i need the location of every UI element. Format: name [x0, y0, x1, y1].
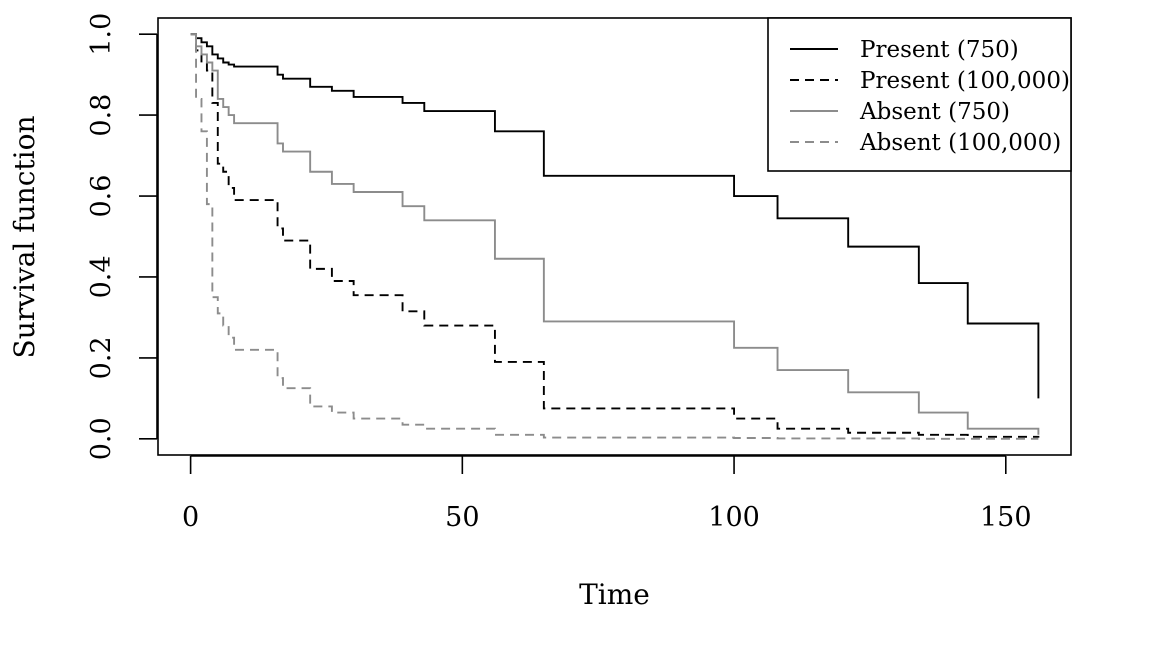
- series-line-4: [190, 33, 1039, 440]
- y-axis-title: Survival function: [8, 116, 41, 359]
- legend-label: Absent (750): [859, 99, 1010, 125]
- y-axis: 0.0 0.2 0.4 0.6 0.8 1.0: [86, 13, 158, 460]
- series-line-3: [190, 33, 1040, 435]
- x-tick-label: 150: [980, 502, 1032, 533]
- x-tick-label: 0: [182, 502, 199, 533]
- legend-label: Present (100,000): [860, 68, 1070, 94]
- y-tick-label: 0.6: [86, 175, 117, 218]
- legend-label: Absent (100,000): [859, 130, 1061, 156]
- x-axis-title: Time: [579, 578, 650, 611]
- series-line-1: [190, 33, 1040, 399]
- y-tick-label: 0.0: [86, 417, 117, 460]
- legend: Present (750) Present (100,000) Absent (75…: [767, 17, 1072, 172]
- series-line-2: [190, 33, 1040, 438]
- y-tick-label: 0.2: [86, 336, 117, 379]
- legend-box: [767, 17, 1072, 172]
- series-layer: [190, 33, 1040, 440]
- y-tick-label: 0.4: [86, 255, 117, 298]
- legend-label: Present (750): [860, 37, 1019, 63]
- plot-frame: [157, 17, 1072, 456]
- y-tick-label: 0.8: [86, 94, 117, 137]
- x-tick-label: 50: [445, 502, 479, 533]
- x-tick-label: 100: [708, 502, 760, 533]
- x-axis: 0 50 100 150: [182, 455, 1032, 533]
- y-tick-label: 1.0: [86, 13, 117, 56]
